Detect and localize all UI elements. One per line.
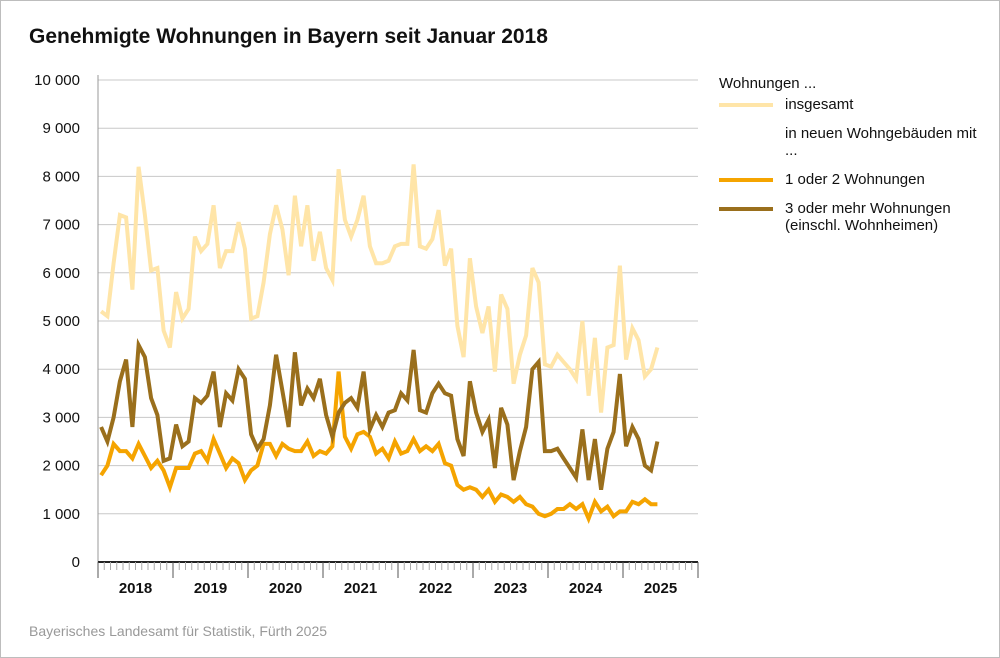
series-line-3 bbox=[99, 338, 660, 491]
x-tick-label: 2022 bbox=[419, 580, 452, 597]
y-tick-label: 5 000 bbox=[42, 313, 80, 330]
y-tick-label: 7 000 bbox=[42, 217, 80, 234]
y-tick-label: 2 000 bbox=[42, 458, 80, 475]
source-note: Bayerisches Landesamt für Statistik, Für… bbox=[29, 623, 328, 639]
x-tick-label: 2020 bbox=[269, 580, 302, 597]
series-line-1 bbox=[99, 371, 658, 524]
x-tick-label: 2021 bbox=[344, 580, 377, 597]
legend-swatch bbox=[719, 178, 773, 182]
y-tick-label: 9 000 bbox=[42, 120, 80, 137]
y-tick-label: 4 000 bbox=[42, 361, 80, 378]
x-tick-label: 2025 bbox=[644, 580, 677, 597]
legend-item-1-2-wohnungen: 1 oder 2 Wohnungen bbox=[719, 171, 985, 188]
y-tick-label: 6 000 bbox=[42, 265, 80, 282]
legend-subheading: in neuen Wohngebäuden mit ... bbox=[785, 125, 977, 159]
legend-item-insgesamt: insgesamt bbox=[719, 96, 985, 113]
legend-label: insgesamt bbox=[785, 96, 854, 113]
chart-title: Genehmigte Wohnungen in Bayern seit Janu… bbox=[29, 25, 548, 48]
x-tick-label: 2018 bbox=[119, 580, 152, 597]
legend-swatch bbox=[719, 207, 773, 211]
legend-label: 1 oder 2 Wohnungen bbox=[785, 171, 925, 188]
y-tick-label: 3 000 bbox=[42, 409, 80, 426]
legend-heading: Wohnungen ... bbox=[719, 75, 817, 92]
y-tick-label: 1 000 bbox=[42, 506, 80, 523]
legend-label: 3 oder mehr Wohnungen (einschl. Wohnheim… bbox=[785, 200, 951, 234]
legend-item-3-mehr-wohnungen: 3 oder mehr Wohnungen (einschl. Wohnheim… bbox=[719, 200, 985, 234]
legend-swatch bbox=[719, 103, 773, 107]
x-tick-label: 2019 bbox=[194, 580, 227, 597]
y-tick-label: 8 000 bbox=[42, 168, 80, 185]
legend: Wohnungen ... insgesamt in neuen Wohngeb… bbox=[719, 75, 985, 246]
x-tick-label: 2023 bbox=[494, 580, 527, 597]
x-tick-label: 2024 bbox=[569, 580, 603, 597]
series-line-insgesamt bbox=[99, 164, 660, 413]
y-tick-label: 0 bbox=[72, 554, 80, 571]
y-tick-label: 10 000 bbox=[34, 72, 80, 89]
